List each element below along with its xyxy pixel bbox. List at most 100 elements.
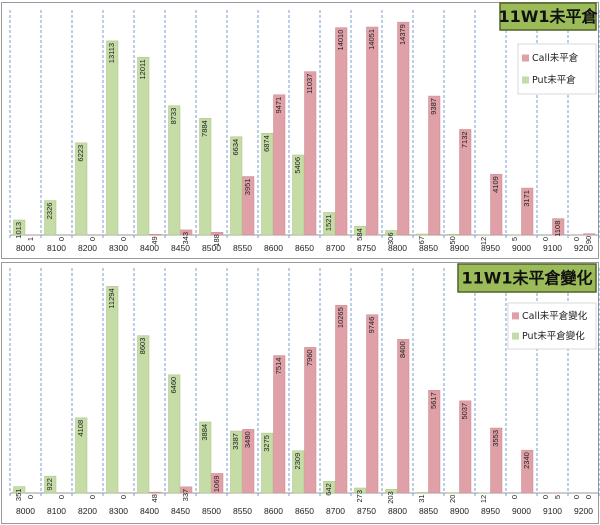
call-value-label: 0	[26, 495, 35, 499]
call-bar	[335, 27, 348, 236]
put-value-label: 8603	[138, 338, 147, 355]
put-value-label: 0	[541, 495, 550, 499]
put-value-label: 12	[479, 495, 488, 503]
call-value-label: 0	[584, 495, 593, 499]
x-tick-label: 9000	[512, 243, 531, 253]
put-bar	[106, 286, 119, 494]
call-value-label: 3480	[243, 431, 252, 448]
chart-panel-1: 1013180002326081006223082001311308300120…	[1, 2, 600, 259]
put-value-label: 4108	[76, 420, 85, 437]
call-value-label: 2340	[522, 452, 531, 469]
call-bar	[366, 314, 379, 494]
call-bar	[428, 95, 441, 236]
call-value-label: 3553	[491, 430, 500, 447]
put-bar	[137, 335, 150, 494]
x-tick-label: 8700	[326, 243, 345, 253]
put-value-label: 584	[355, 228, 364, 241]
x-tick-label: 8800	[388, 243, 407, 253]
chart-panel-2: 351 0800092208100410808200112940830086034…	[1, 262, 600, 524]
call-value-label: 14010	[336, 30, 345, 51]
put-bar	[230, 136, 243, 236]
legend-box	[517, 43, 597, 95]
put-bar	[168, 105, 181, 236]
call-bar	[242, 429, 255, 494]
put-value-label: 2326	[45, 203, 54, 220]
call-value-label: 90	[584, 236, 593, 244]
put-value-label: 13113	[107, 43, 116, 63]
put-value-label: 6634	[231, 139, 240, 156]
call-bar	[366, 26, 379, 236]
legend-swatch	[522, 54, 529, 62]
call-bar	[242, 176, 255, 236]
call-value-label: 0	[119, 495, 128, 499]
put-value-label: 31	[417, 494, 426, 502]
call-value-label: 0	[119, 237, 128, 241]
x-tick-label: 8850	[419, 506, 438, 516]
x-tick-label: 8950	[481, 243, 500, 253]
call-bar	[521, 187, 534, 236]
put-value-label: 3387	[231, 433, 240, 450]
x-tick-label: 8400	[140, 243, 159, 253]
put-value-label: 67	[417, 236, 426, 244]
legend-swatch	[512, 312, 519, 320]
chart-title-box	[499, 2, 597, 31]
call-bar	[583, 233, 596, 236]
x-tick-label: 8200	[78, 243, 97, 253]
call-bar	[211, 231, 224, 236]
put-bar	[137, 56, 150, 236]
put-value-label: 306	[386, 232, 395, 245]
put-bar	[354, 226, 367, 236]
legend-label: Call未平倉	[532, 52, 579, 64]
x-tick-label: 8000	[16, 506, 35, 516]
put-bar	[106, 40, 119, 236]
legend-label: Put未平倉	[532, 74, 576, 86]
put-value-label: 0	[572, 237, 581, 241]
put-bar	[75, 142, 88, 236]
put-value-label: 8733	[169, 108, 178, 125]
put-value-label: 20	[448, 495, 457, 503]
x-tick-label: 8300	[109, 506, 128, 516]
x-tick-label: 8900	[450, 243, 469, 253]
call-value-label: 0	[88, 495, 97, 499]
x-tick-label: 8500	[202, 506, 221, 516]
call-value-label: 7960	[305, 349, 314, 366]
put-bar	[44, 475, 57, 494]
call-value-label: 343	[181, 232, 190, 245]
x-tick-label: 8500	[202, 243, 221, 253]
call-value-label: 14051	[367, 29, 376, 50]
put-bar	[261, 432, 274, 494]
call-value-label: 3951	[243, 179, 252, 196]
call-value-label: 14379	[398, 24, 407, 45]
legend-label: Put未平倉變化	[522, 330, 585, 342]
call-bar	[521, 449, 534, 494]
put-bar	[447, 234, 460, 236]
x-tick-label: 9100	[543, 243, 562, 253]
call-bar	[180, 229, 193, 236]
call-bar	[304, 347, 317, 494]
put-bar	[292, 154, 305, 236]
call-value-label: 5037	[460, 403, 469, 420]
put-value-label: 6874	[262, 135, 271, 152]
x-tick-label: 8450	[171, 506, 190, 516]
put-value-label: 6223	[76, 145, 85, 162]
x-tick-label: 9100	[543, 506, 562, 516]
put-bar	[292, 450, 305, 494]
put-value-label: 7884	[200, 120, 209, 137]
call-value-label: 7514	[274, 358, 283, 375]
call-value-label: 49	[150, 236, 159, 244]
put-value-label: 351	[14, 489, 23, 502]
put-bar	[13, 486, 26, 494]
put-value-label: 0	[510, 495, 519, 499]
put-value-label: 273	[355, 490, 364, 503]
put-bar	[323, 481, 336, 494]
call-value-label: 3171	[522, 190, 531, 207]
put-value-label: 3884	[200, 424, 209, 441]
put-value-label: 11294	[107, 288, 116, 308]
call-bar	[397, 21, 410, 236]
put-bar	[75, 417, 88, 494]
call-bar	[273, 355, 286, 494]
call-bar	[459, 400, 472, 494]
put-value-label: 0	[572, 495, 581, 499]
